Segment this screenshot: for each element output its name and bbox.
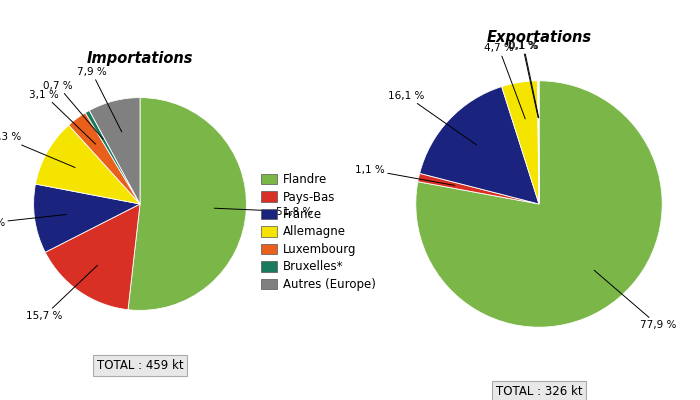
Title: Importations: Importations [87, 51, 193, 66]
Text: 77,9 %: 77,9 % [594, 270, 676, 330]
Text: 0,7 %: 0,7 % [43, 81, 103, 139]
Text: 7,9 %: 7,9 % [77, 67, 122, 132]
Text: 0,1 %: 0,1 % [508, 41, 538, 118]
Wedge shape [46, 204, 140, 310]
Wedge shape [538, 81, 539, 204]
Wedge shape [69, 113, 140, 204]
Wedge shape [420, 86, 539, 204]
Wedge shape [502, 81, 539, 204]
Text: 1,1 %: 1,1 % [355, 165, 455, 186]
Text: TOTAL : 326 kt: TOTAL : 326 kt [496, 385, 582, 398]
Wedge shape [34, 184, 140, 252]
Text: 10,5 %: 10,5 % [0, 214, 66, 228]
Wedge shape [538, 81, 539, 204]
Text: 16,1 %: 16,1 % [388, 91, 476, 145]
Wedge shape [416, 81, 662, 327]
Text: 4,7 %: 4,7 % [484, 43, 525, 119]
Text: 0,1 %: 0,1 % [509, 41, 539, 118]
Text: 3,1 %: 3,1 % [29, 90, 96, 144]
Text: 15,7 %: 15,7 % [26, 265, 97, 321]
Title: Exportations: Exportations [486, 30, 592, 45]
Wedge shape [36, 125, 140, 204]
Text: 10,3 %: 10,3 % [0, 132, 75, 168]
Text: 51,8 %: 51,8 % [214, 207, 312, 217]
Wedge shape [90, 98, 140, 204]
Wedge shape [418, 173, 539, 204]
Text: TOTAL : 459 kt: TOTAL : 459 kt [97, 359, 183, 372]
Legend: Flandre, Pays-Bas, France, Allemagne, Luxembourg, Bruxelles*, Autres (Europe): Flandre, Pays-Bas, France, Allemagne, Lu… [256, 168, 381, 296]
Wedge shape [128, 98, 246, 310]
Wedge shape [85, 110, 140, 204]
